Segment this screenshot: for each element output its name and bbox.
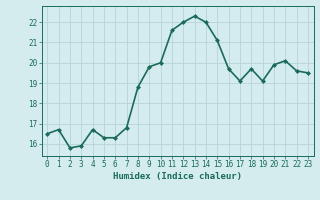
X-axis label: Humidex (Indice chaleur): Humidex (Indice chaleur)	[113, 172, 242, 181]
